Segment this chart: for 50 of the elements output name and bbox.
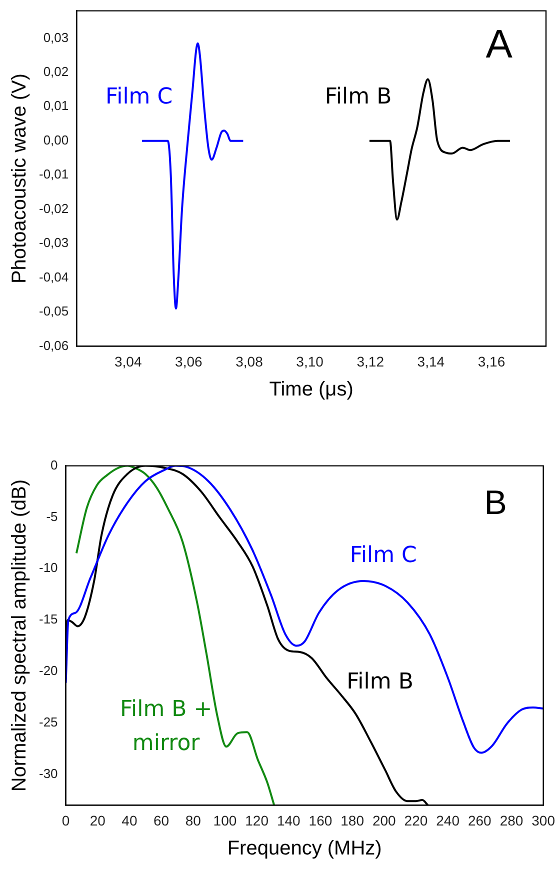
y-tick-label: -15	[38, 612, 58, 627]
x-tick-label: 3,14	[417, 353, 445, 370]
x-tick-label: 3,16	[478, 353, 506, 370]
series-label: Film C	[106, 84, 173, 110]
x-tick-label: 280	[500, 812, 524, 828]
y-tick-label: 0,03	[43, 30, 69, 45]
y-tick-label: -30	[38, 766, 58, 781]
x-tick-label: 220	[404, 812, 428, 828]
x-tick-label: 3,10	[296, 353, 324, 370]
y-tick-label: -0,02	[38, 200, 69, 216]
y-tick-label: -0,06	[38, 338, 69, 353]
x-tick-label: 240	[436, 812, 460, 828]
x-axis-title: Time (μs)	[269, 378, 354, 401]
chart-title: A	[486, 22, 513, 67]
y-tick-label: -0,03	[38, 235, 69, 250]
y-axis-title: Normalized spectral amplitude (dB)	[8, 479, 31, 792]
x-tick-label: 3,06	[175, 353, 203, 370]
y-tick-label: -0,01	[38, 166, 69, 182]
series-label: Film C	[350, 542, 417, 568]
x-tick-label: 200	[372, 812, 396, 828]
x-tick-label: 3,08	[236, 353, 264, 370]
y-tick-label: -5	[46, 508, 58, 524]
x-tick-label: 300	[532, 812, 556, 828]
y-tick-label: -25	[38, 714, 58, 730]
x-tick-label: 260	[468, 812, 492, 828]
y-tick-label: 0,00	[43, 132, 69, 148]
x-tick-label: 20	[90, 812, 106, 828]
y-tick-label: -10	[38, 560, 58, 576]
x-tick-label: 80	[185, 812, 202, 828]
text: B	[484, 484, 507, 522]
x-tick-label: 180	[340, 812, 364, 828]
y-tick-label: -0,05	[38, 304, 69, 319]
x-tick-label: 120	[245, 812, 269, 828]
series-label: Film B	[324, 84, 392, 110]
y-axis-title: Photoacoustic wave (V)	[8, 73, 31, 284]
x-axis-title: Frequency (MHz)	[227, 838, 382, 860]
x-tick-label: 140	[276, 812, 301, 828]
y-tick-label: 0,01	[43, 98, 69, 114]
x-tick-label: 40	[122, 812, 138, 828]
x-tick-label: 60	[154, 812, 170, 828]
x-tick-label: 160	[308, 812, 332, 828]
y-tick-label: -0,04	[38, 269, 69, 284]
y-tick-label: 0,02	[43, 64, 69, 79]
x-tick-label: 3,12	[356, 353, 384, 370]
y-tick-label: -20	[38, 663, 58, 678]
series-label: Film B + mirror	[120, 696, 212, 756]
x-tick-label: 3,04	[114, 353, 142, 370]
y-tick-label: 0	[50, 457, 58, 472]
series-label: Film B	[346, 670, 414, 695]
x-tick-label: 100	[213, 812, 237, 828]
